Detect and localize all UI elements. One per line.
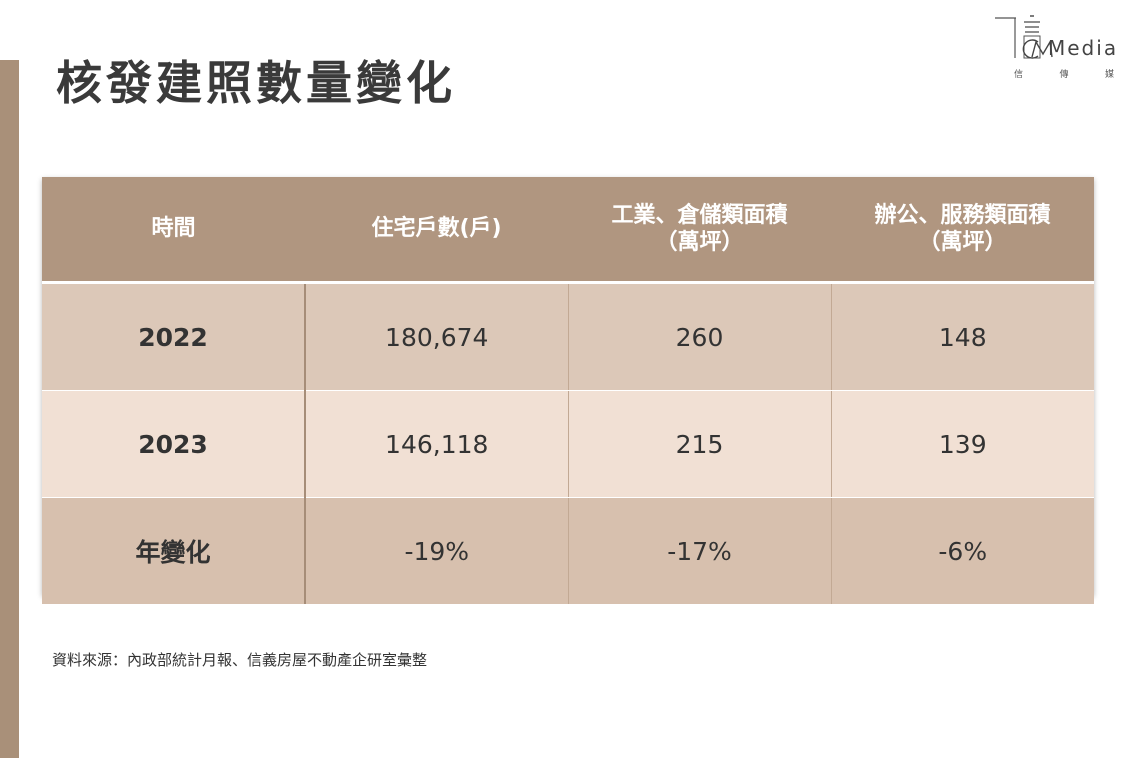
- table-row: 年變化 -19% -17% -6%: [42, 497, 1094, 604]
- table-cell-office: 139: [831, 390, 1094, 498]
- header-label: 辦公、服務類面積: [874, 202, 1051, 228]
- table-cell-year: 2022: [42, 282, 306, 391]
- table-cell-office: -6%: [831, 497, 1094, 604]
- header-label: 時間: [151, 216, 196, 242]
- logo-wordmark: Media: [1048, 36, 1119, 60]
- table-cell-industrial: 215: [568, 390, 832, 498]
- table-cell-office: 148: [831, 282, 1094, 391]
- header-cell-period: 時間: [42, 177, 305, 284]
- logo-caption-char: 信: [1014, 70, 1024, 80]
- header-cell-housing-units: 住宅戶數(戶): [305, 177, 568, 284]
- header-unit: （萬坪）: [655, 230, 744, 255]
- table-cell-housing: 146,118: [305, 390, 569, 498]
- table-cell-housing: -19%: [305, 497, 569, 604]
- source-note: 資料來源：內政部統計月報、信義房屋不動產企研室彙整: [52, 651, 428, 669]
- media-logo-icon: [995, 15, 1053, 59]
- header-cell-office-area: 辦公、服務類面積 （萬坪）: [831, 177, 1094, 284]
- header-unit: （萬坪）: [918, 230, 1007, 255]
- header-label: 工業、倉儲類面積: [611, 202, 788, 228]
- table-cell-industrial: 260: [568, 282, 832, 391]
- left-accent-bar: [0, 60, 19, 758]
- header-label: 住宅戶數(戶): [371, 216, 502, 242]
- table-cell-housing: 180,674: [305, 282, 569, 391]
- header-cell-industrial-area: 工業、倉儲類面積 （萬坪）: [568, 177, 831, 284]
- table-header-row: 時間 住宅戶數(戶) 工業、倉儲類面積 （萬坪） 辦公、服務類面積 （萬坪）: [42, 177, 1094, 284]
- media-logo: Media: [994, 14, 1116, 84]
- logo-caption-char: 媒: [1104, 70, 1114, 80]
- data-table: 時間 住宅戶數(戶) 工業、倉儲類面積 （萬坪） 辦公、服務類面積 （萬坪） 2…: [42, 177, 1094, 604]
- table-cell-year: 2023: [42, 390, 306, 498]
- table-cell-industrial: -17%: [568, 497, 832, 604]
- logo-caption-char: 傳: [1059, 70, 1069, 80]
- table-row: 2023 146,118 215 139: [42, 390, 1094, 498]
- page-title: 核發建照數量變化: [56, 56, 456, 110]
- table-row: 2022 180,674 260 148: [42, 282, 1094, 391]
- logo-caption: 信 傳 媒: [1014, 67, 1114, 80]
- table-cell-year: 年變化: [42, 497, 306, 604]
- building-permit-table: 時間 住宅戶數(戶) 工業、倉儲類面積 （萬坪） 辦公、服務類面積 （萬坪） 2…: [42, 177, 1094, 604]
